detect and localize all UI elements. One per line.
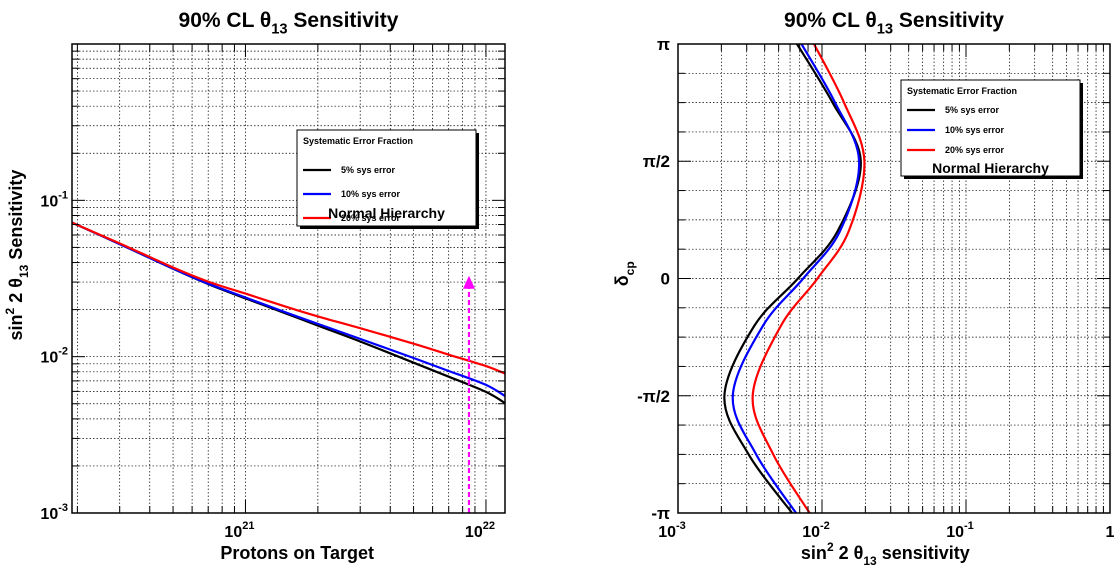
grid xyxy=(72,44,505,513)
y-tick-label: 10-2 xyxy=(40,346,68,367)
chart-panel-1: 90% CL θ13 Sensitivity 1021 1022 10-3 10-2 10… xyxy=(3,9,506,563)
y-tick-label: -π/2 xyxy=(637,387,670,406)
series-line-1 xyxy=(723,44,862,513)
x-tick-label: 1021 xyxy=(224,520,254,541)
legend: Systematic Error Fraction 5% sys error 10%… xyxy=(296,129,479,229)
x-tick-label: 1 xyxy=(1106,524,1115,541)
ticks xyxy=(72,43,505,514)
marker-arrow-head xyxy=(462,275,475,289)
x-tick-label: 10-2 xyxy=(802,520,830,541)
legend-title: Systematic Error Fraction xyxy=(303,136,413,146)
series-line-3 xyxy=(72,221,505,375)
legend-label-1: 5% sys error xyxy=(945,105,1000,115)
y-tick-label: 0 xyxy=(661,270,670,289)
series-line-2 xyxy=(731,44,861,513)
y-tick-label: π xyxy=(657,35,670,54)
x-axis-title: sin2 2 θ13 sensitivity xyxy=(801,540,970,568)
x-axis-title: Protons on Target xyxy=(220,543,374,563)
annotation-normal-hierarchy: Normal Hierarchy xyxy=(932,160,1049,176)
x-tick-label: 1022 xyxy=(465,520,495,541)
legend-label-3: 20% sys error xyxy=(341,213,401,223)
legend-box xyxy=(900,79,1081,177)
legend-label-2: 10% sys error xyxy=(945,125,1005,135)
y-axis-title: δcp xyxy=(612,261,637,286)
legend-box xyxy=(296,129,477,227)
legend-label-1: 5% sys error xyxy=(341,165,396,175)
y-axis-title: sin2 2 θ13 Sensitivity xyxy=(3,170,31,341)
y-tick-label: π/2 xyxy=(643,152,670,171)
x-tick-label: 10-1 xyxy=(946,520,974,541)
legend-title: Systematic Error Fraction xyxy=(907,86,1017,96)
chart-title: 90% CL θ13 Sensitivity xyxy=(784,9,1004,37)
y-tick-label: 10-1 xyxy=(40,189,68,210)
chart-title: 90% CL θ13 Sensitivity xyxy=(179,9,399,37)
ticks xyxy=(677,43,1111,514)
y-tick-label: -π xyxy=(651,504,670,523)
legend-label-2: 10% sys error xyxy=(341,189,401,199)
y-tick-label: 10-3 xyxy=(40,502,68,523)
legend-label-3: 20% sys error xyxy=(945,145,1005,155)
plot-frame xyxy=(71,43,506,514)
chart-panel-2: 90% CL θ13 Sensitivity 10-3 10-2 10-1 1 π π/2 0… xyxy=(612,9,1115,568)
series-line-3 xyxy=(751,44,866,513)
x-tick-label: 10-3 xyxy=(658,520,686,541)
legend: Systematic Error Fraction 5% sys error 10%… xyxy=(900,79,1083,179)
annotation-normal-hierarchy: Normal Hierarchy xyxy=(328,205,445,221)
